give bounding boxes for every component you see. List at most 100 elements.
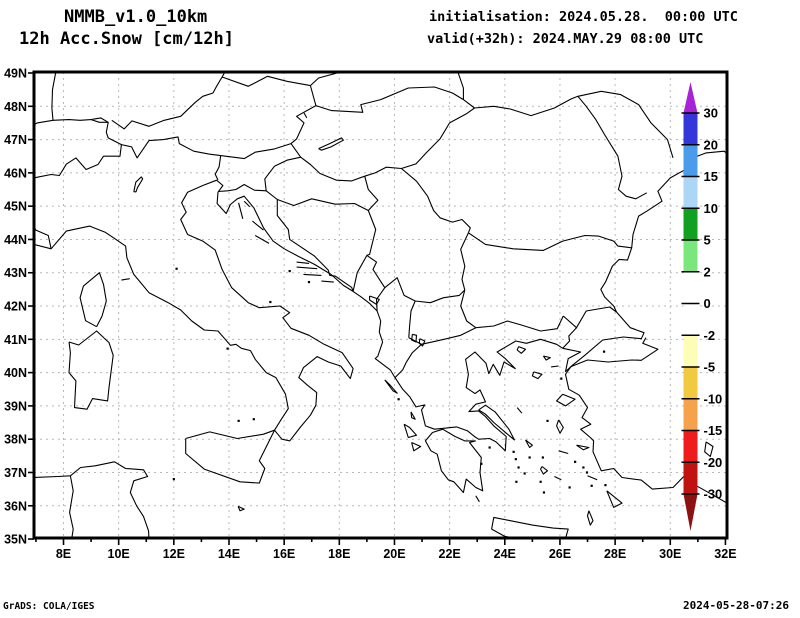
island-outline <box>558 450 569 455</box>
island-outline <box>243 200 251 208</box>
coastline <box>35 179 564 452</box>
small-island-dot <box>602 350 606 353</box>
country-border <box>468 232 632 251</box>
small-island-dot <box>252 418 255 421</box>
island-outline <box>185 429 276 484</box>
lon-tick-label: 32E <box>714 547 736 561</box>
island-outline <box>576 444 590 451</box>
colorbar-tick-label: -5 <box>704 360 716 375</box>
lat-tick-label: 43N <box>4 266 27 280</box>
country-border <box>460 232 469 291</box>
small-island-dot <box>226 347 229 350</box>
colorbar-tick-label: 20 <box>704 137 718 152</box>
product-title: 12h Acc.Snow [cm/12h] <box>19 29 234 49</box>
country-border <box>300 156 365 182</box>
lake-outline <box>90 117 109 123</box>
lake-outline <box>318 137 344 151</box>
lat-tick-label: 35N <box>4 533 27 547</box>
lat-tick-label: 40N <box>4 366 27 380</box>
country-border <box>475 315 564 332</box>
small-island-dot <box>397 398 400 401</box>
country-border <box>352 254 386 292</box>
country-border <box>394 343 422 378</box>
colorbar-tick-label: 2 <box>704 264 711 279</box>
country-border <box>457 73 475 109</box>
country-border <box>415 289 466 304</box>
country-border <box>221 75 311 87</box>
lon-tick-label: 28E <box>604 547 626 561</box>
small-island-dot <box>528 456 531 459</box>
lat-tick-label: 49N <box>4 66 27 80</box>
island-outline <box>121 278 130 281</box>
island-outline <box>606 490 623 508</box>
init-time-label: initialisation: 2024.05.28. 00:00 UTC <box>429 9 738 25</box>
colorbar-tick-label: 10 <box>704 201 718 216</box>
small-island-dot <box>175 267 178 270</box>
island-outline <box>237 505 245 512</box>
coastline <box>35 461 150 537</box>
colorbar-tick-label: -2 <box>704 328 716 343</box>
lat-tick-label: 41N <box>4 333 27 347</box>
colorbar-tick-label: 15 <box>704 169 718 184</box>
lat-tick-label: 38N <box>4 433 27 447</box>
lake-outline <box>704 441 714 458</box>
lon-tick-label: 8E <box>56 547 71 561</box>
island-outline <box>321 280 334 283</box>
country-border <box>290 143 302 158</box>
country-border <box>375 277 416 312</box>
small-island-dot <box>172 478 175 481</box>
small-island-dot <box>269 300 272 304</box>
lake-outline <box>418 338 426 347</box>
country-border <box>364 166 402 177</box>
island-outline <box>296 266 318 270</box>
country-border <box>52 119 92 121</box>
colorbar-tick-label: 30 <box>704 106 718 121</box>
country-border <box>51 73 57 121</box>
island-outline <box>516 346 527 354</box>
grads-credit: GrADS: COLA/IGES <box>3 601 95 612</box>
island-outline <box>303 273 322 276</box>
island-outline <box>491 516 569 537</box>
colorbar-tick-label: -30 <box>704 487 723 502</box>
island-outline <box>542 355 551 361</box>
small-island-dot <box>515 480 518 483</box>
country-border <box>35 144 122 179</box>
country-border <box>310 73 339 87</box>
lat-tick-label: 45N <box>4 200 27 214</box>
lon-tick-label: 16E <box>273 547 295 561</box>
small-island-dot <box>514 458 517 461</box>
lat-tick-label: 39N <box>4 399 27 413</box>
country-border <box>401 107 475 170</box>
colorbar-tick-label: -20 <box>704 455 723 470</box>
country-border <box>105 122 122 146</box>
lon-tick-label: 22E <box>439 547 461 561</box>
island-outline <box>238 202 244 219</box>
small-island-dot <box>307 280 311 284</box>
axes: 49N 48N 47N 46N 45N 44N 43N 42N 41N 40N 39N 38N 37N 3… <box>4 66 736 561</box>
country-border <box>217 156 301 193</box>
colorbar-tick-label: 5 <box>704 233 711 248</box>
lat-tick-label: 42N <box>4 300 27 314</box>
small-island-dot <box>541 456 544 459</box>
island-outline <box>586 510 594 526</box>
island-outline <box>252 220 264 231</box>
country-border <box>364 176 379 211</box>
small-island-dot <box>582 466 585 469</box>
island-outline <box>587 475 598 481</box>
island-outline <box>410 411 416 420</box>
island-outline <box>478 404 515 441</box>
lat-tick-label: 48N <box>4 100 27 114</box>
island-outline <box>403 423 418 439</box>
small-island-dot <box>523 472 526 475</box>
country-border <box>309 85 464 113</box>
coastline <box>424 428 484 494</box>
country-border <box>562 306 617 329</box>
small-island-dot <box>539 480 542 483</box>
island-outline <box>525 439 533 449</box>
lon-tick-label: 12E <box>163 547 185 561</box>
coastline <box>564 366 726 503</box>
valid-time-label: valid(+32h): 2024.MAY.29 08:00 UTC <box>427 31 704 47</box>
